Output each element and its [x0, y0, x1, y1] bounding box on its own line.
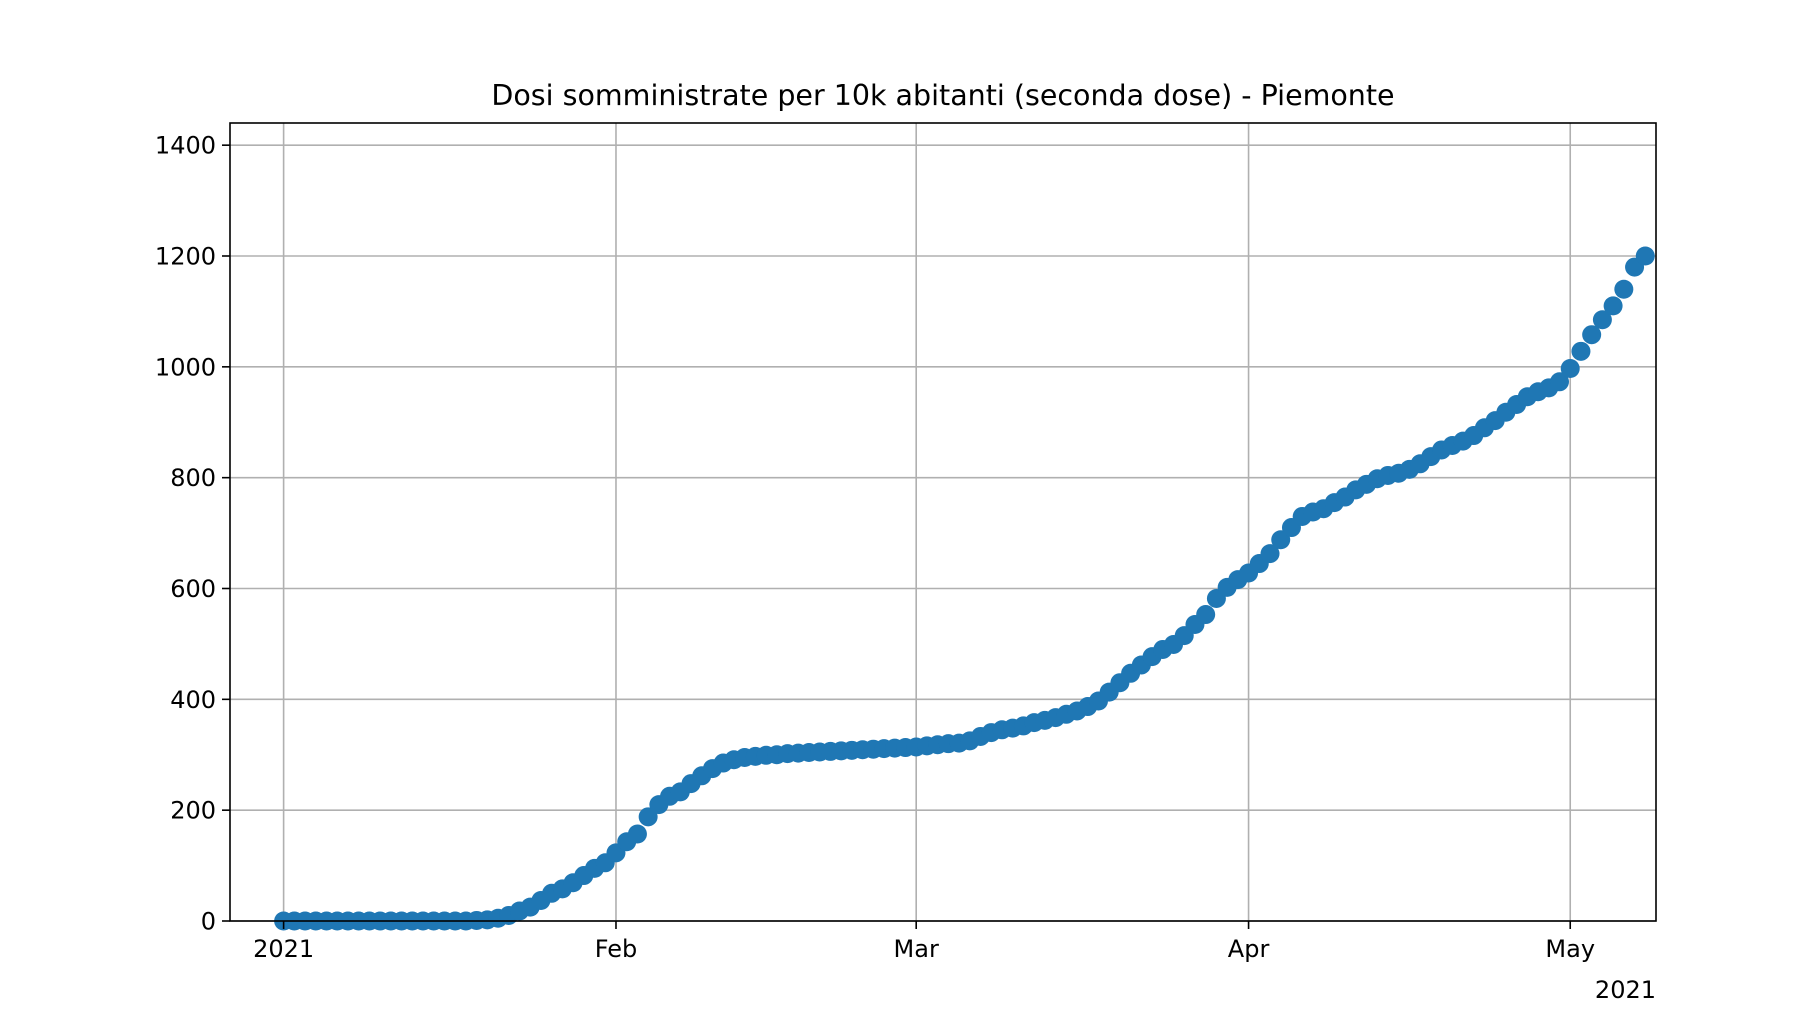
- axis-ticks: 0 200 400 600 800 1000 1200 1400 2021 Feb Mar Apr Ma…: [155, 132, 1595, 963]
- data-point: [1614, 279, 1634, 299]
- y-tick-label: 400: [170, 686, 216, 714]
- data-point: [1560, 359, 1580, 378]
- data-point: [1260, 544, 1280, 564]
- x-tick-label: May: [1545, 935, 1595, 963]
- y-tick-label: 600: [170, 575, 216, 603]
- x-tick-label: 2021: [253, 935, 314, 963]
- y-tick-label: 1000: [155, 353, 216, 381]
- x-tick-label: Feb: [595, 935, 638, 963]
- data-point: [1271, 530, 1291, 550]
- y-tick-label: 800: [170, 464, 216, 492]
- data-point: [1603, 296, 1623, 316]
- plot-frame: [229, 122, 1657, 922]
- data-point: [1196, 605, 1216, 625]
- y-tick-label: 0: [201, 908, 216, 936]
- data-point: [1635, 246, 1655, 266]
- data-point: [1550, 372, 1569, 392]
- x-tick-label: Mar: [894, 935, 939, 963]
- x-tick-label: Apr: [1228, 935, 1270, 963]
- y-tick-label: 200: [170, 797, 216, 825]
- y-tick-label: 1400: [155, 132, 216, 160]
- data-point: [1592, 310, 1612, 330]
- data-points: [274, 246, 1655, 931]
- data-point: [627, 824, 647, 844]
- y-tick-label: 1200: [155, 243, 216, 271]
- data-point: [1571, 341, 1591, 361]
- grid: [230, 123, 1656, 922]
- x-axis-offset-label: 2021: [1595, 976, 1656, 1004]
- data-point: [638, 807, 658, 827]
- data-point: [1582, 325, 1602, 345]
- chart-title: Dosi somministrate per 10k abitanti (sec…: [491, 79, 1394, 112]
